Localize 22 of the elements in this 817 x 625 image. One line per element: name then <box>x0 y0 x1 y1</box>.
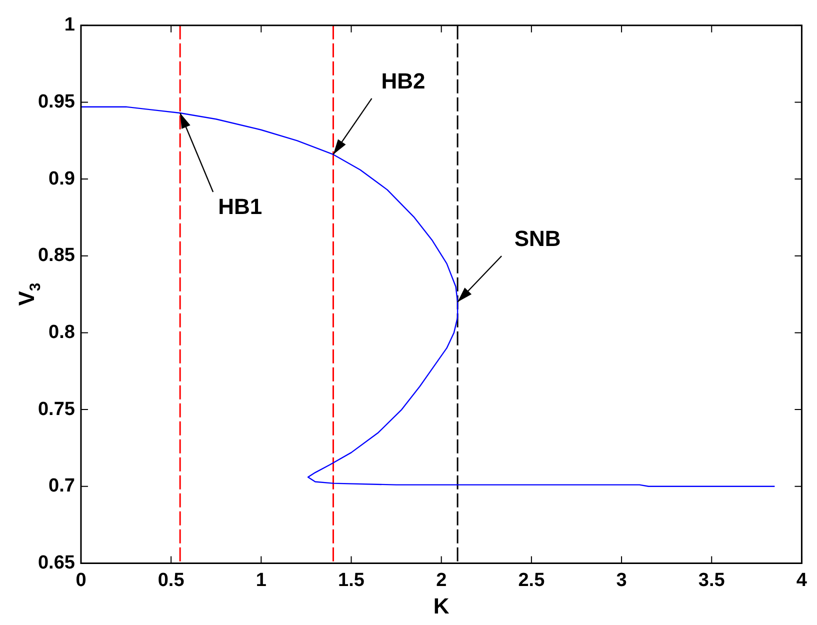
y-tick-label: 0.75 <box>38 398 76 420</box>
x-tick-label: 0 <box>76 570 86 591</box>
y-tick-label: 0.9 <box>48 168 75 190</box>
x-tick-label: 1 <box>256 570 267 591</box>
x-tick-label: 0.5 <box>158 570 185 591</box>
x-tick-label: 3 <box>616 570 627 591</box>
x-tick-label: 3.5 <box>698 570 726 591</box>
x-axis-title: K <box>433 593 450 618</box>
x-tick-label: 4 <box>796 570 808 591</box>
x-tick-label: 2 <box>436 570 447 591</box>
y-axis-title: V3 <box>14 282 44 306</box>
y-tick-label: 0.85 <box>38 245 76 266</box>
annotation: HB1 <box>218 194 262 220</box>
y-tick-label: 0.8 <box>48 322 75 343</box>
y-tick-label: 0.95 <box>38 91 76 112</box>
y-tick-label: 0.7 <box>48 476 75 497</box>
x-tick-label: 2.5 <box>518 570 546 591</box>
y-tick-label: 1 <box>64 14 76 36</box>
y-tick-label: 0.65 <box>38 552 76 574</box>
x-tick-label: 1.5 <box>338 570 365 591</box>
annotation: HB2 <box>381 68 426 94</box>
annotation: SNB <box>514 226 561 252</box>
